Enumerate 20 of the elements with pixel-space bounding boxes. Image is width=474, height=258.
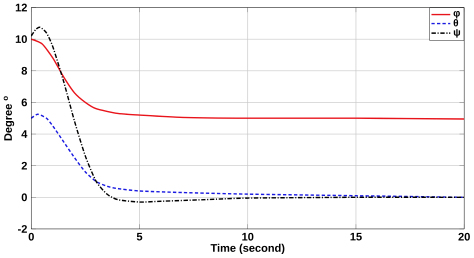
legend-label: φ bbox=[454, 11, 460, 19]
y-tick-label: 10 bbox=[16, 35, 27, 44]
legend-label: θ bbox=[454, 19, 458, 27]
x-tick-label: 5 bbox=[136, 232, 142, 241]
y-axis-title: Degree $^{o}$ bbox=[4, 96, 14, 140]
y-tick-label: 4 bbox=[21, 130, 28, 138]
y-tick-label: 2 bbox=[22, 162, 27, 170]
line-series bbox=[31, 38, 464, 120]
legend-label: ψ bbox=[454, 29, 460, 38]
y-tick-label: 0 bbox=[22, 194, 27, 202]
y-tick-label: 6 bbox=[22, 98, 27, 106]
x-tick-label: 15 bbox=[350, 232, 362, 241]
y-tick-label: -2 bbox=[18, 225, 27, 233]
x-tick-label: 10 bbox=[242, 232, 254, 241]
x-tick-label: 0 bbox=[28, 232, 34, 241]
y-tick-label: 8 bbox=[22, 67, 28, 75]
line-series bbox=[31, 114, 464, 198]
x-axis-title: Time (second) bbox=[210, 244, 284, 254]
x-tick-label: 20 bbox=[458, 232, 470, 241]
y-tick-label: 12 bbox=[16, 4, 27, 12]
